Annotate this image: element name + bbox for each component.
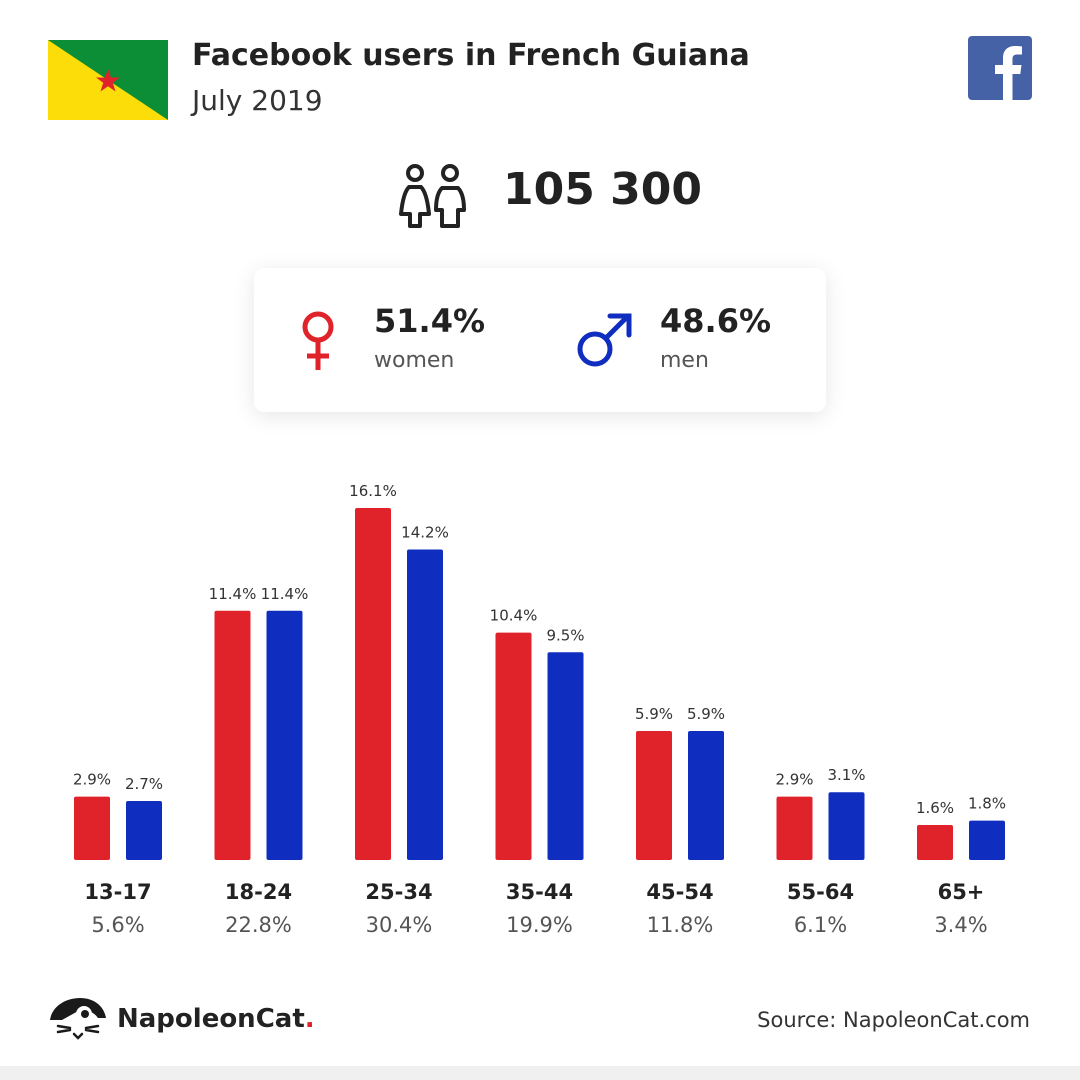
bar-men-45-54	[688, 731, 724, 860]
bar-men-55-64	[828, 792, 865, 860]
bar-label-men-45-54: 5.9%	[687, 705, 725, 723]
bar-label-men-18-24: 11.4%	[261, 585, 309, 603]
brand-dot: .	[304, 1004, 315, 1034]
bar-women-55-64	[776, 796, 813, 860]
total-users-value: 105 300	[503, 164, 703, 215]
men-percent: 48.6%	[660, 302, 772, 340]
page-title: Facebook users in French Guiana	[192, 38, 750, 73]
category-total-55-64: 6.1%	[794, 913, 847, 937]
bar-women-45-54	[636, 731, 672, 860]
category-label-45-54: 45-54	[646, 880, 713, 904]
bar-label-men-13-17: 2.7%	[125, 775, 163, 793]
bar-women-65+	[917, 825, 953, 860]
bar-label-women-18-24: 11.4%	[209, 585, 257, 603]
bar-men-13-17	[126, 800, 162, 860]
bar-label-women-65+: 1.6%	[916, 799, 954, 817]
bar-label-women-13-17: 2.9%	[73, 771, 111, 789]
brand-name: NapoleonCat.	[117, 1004, 315, 1034]
category-total-35-44: 19.9%	[506, 913, 573, 937]
source-text: Source: NapoleonCat.com	[757, 1008, 1030, 1032]
bar-men-25-34	[407, 549, 443, 860]
women-label: women	[374, 348, 455, 373]
bar-label-men-25-34: 14.2%	[401, 524, 449, 542]
bar-label-men-55-64: 3.1%	[827, 766, 865, 784]
male-symbol-icon	[577, 313, 632, 367]
bar-men-35-44	[547, 652, 584, 860]
facebook-icon	[968, 36, 1032, 100]
category-total-25-34: 30.4%	[366, 913, 433, 937]
bar-women-18-24	[214, 610, 251, 860]
bottom-strip	[0, 1066, 1080, 1080]
bar-label-women-35-44: 10.4%	[490, 607, 538, 625]
bar-women-25-34	[355, 508, 391, 860]
category-total-18-24: 22.8%	[225, 913, 292, 937]
bar-label-women-45-54: 5.9%	[635, 705, 673, 723]
bar-women-35-44	[495, 632, 532, 860]
french-guiana-flag-icon	[48, 40, 168, 120]
bar-men-18-24	[266, 610, 303, 860]
men-label: men	[660, 348, 709, 373]
category-label-65+: 65+	[938, 880, 985, 904]
bar-label-men-35-44: 9.5%	[546, 626, 584, 644]
page-subtitle: July 2019	[192, 84, 323, 117]
brand-name-text: NapoleonCat	[117, 1004, 305, 1034]
category-label-55-64: 55-64	[787, 880, 854, 904]
category-label-13-17: 13-17	[84, 880, 151, 904]
women-percent: 51.4%	[374, 302, 486, 340]
gender-card: 51.4% women 48.6% men	[254, 268, 826, 412]
bar-women-13-17	[74, 796, 110, 860]
bar-label-men-65+: 1.8%	[968, 795, 1006, 813]
category-label-18-24: 18-24	[225, 880, 292, 904]
female-symbol-icon	[302, 311, 334, 370]
bar-men-65+	[969, 820, 1005, 860]
people-icon	[399, 164, 466, 228]
category-total-65+: 3.4%	[934, 913, 987, 937]
category-label-25-34: 25-34	[365, 880, 432, 904]
category-total-45-54: 11.8%	[647, 913, 714, 937]
category-total-13-17: 5.6%	[91, 913, 144, 937]
category-label-35-44: 35-44	[506, 880, 573, 904]
bar-label-women-55-64: 2.9%	[775, 771, 813, 789]
napoleoncat-logo-icon	[50, 998, 106, 1040]
bar-label-women-25-34: 16.1%	[349, 482, 397, 500]
